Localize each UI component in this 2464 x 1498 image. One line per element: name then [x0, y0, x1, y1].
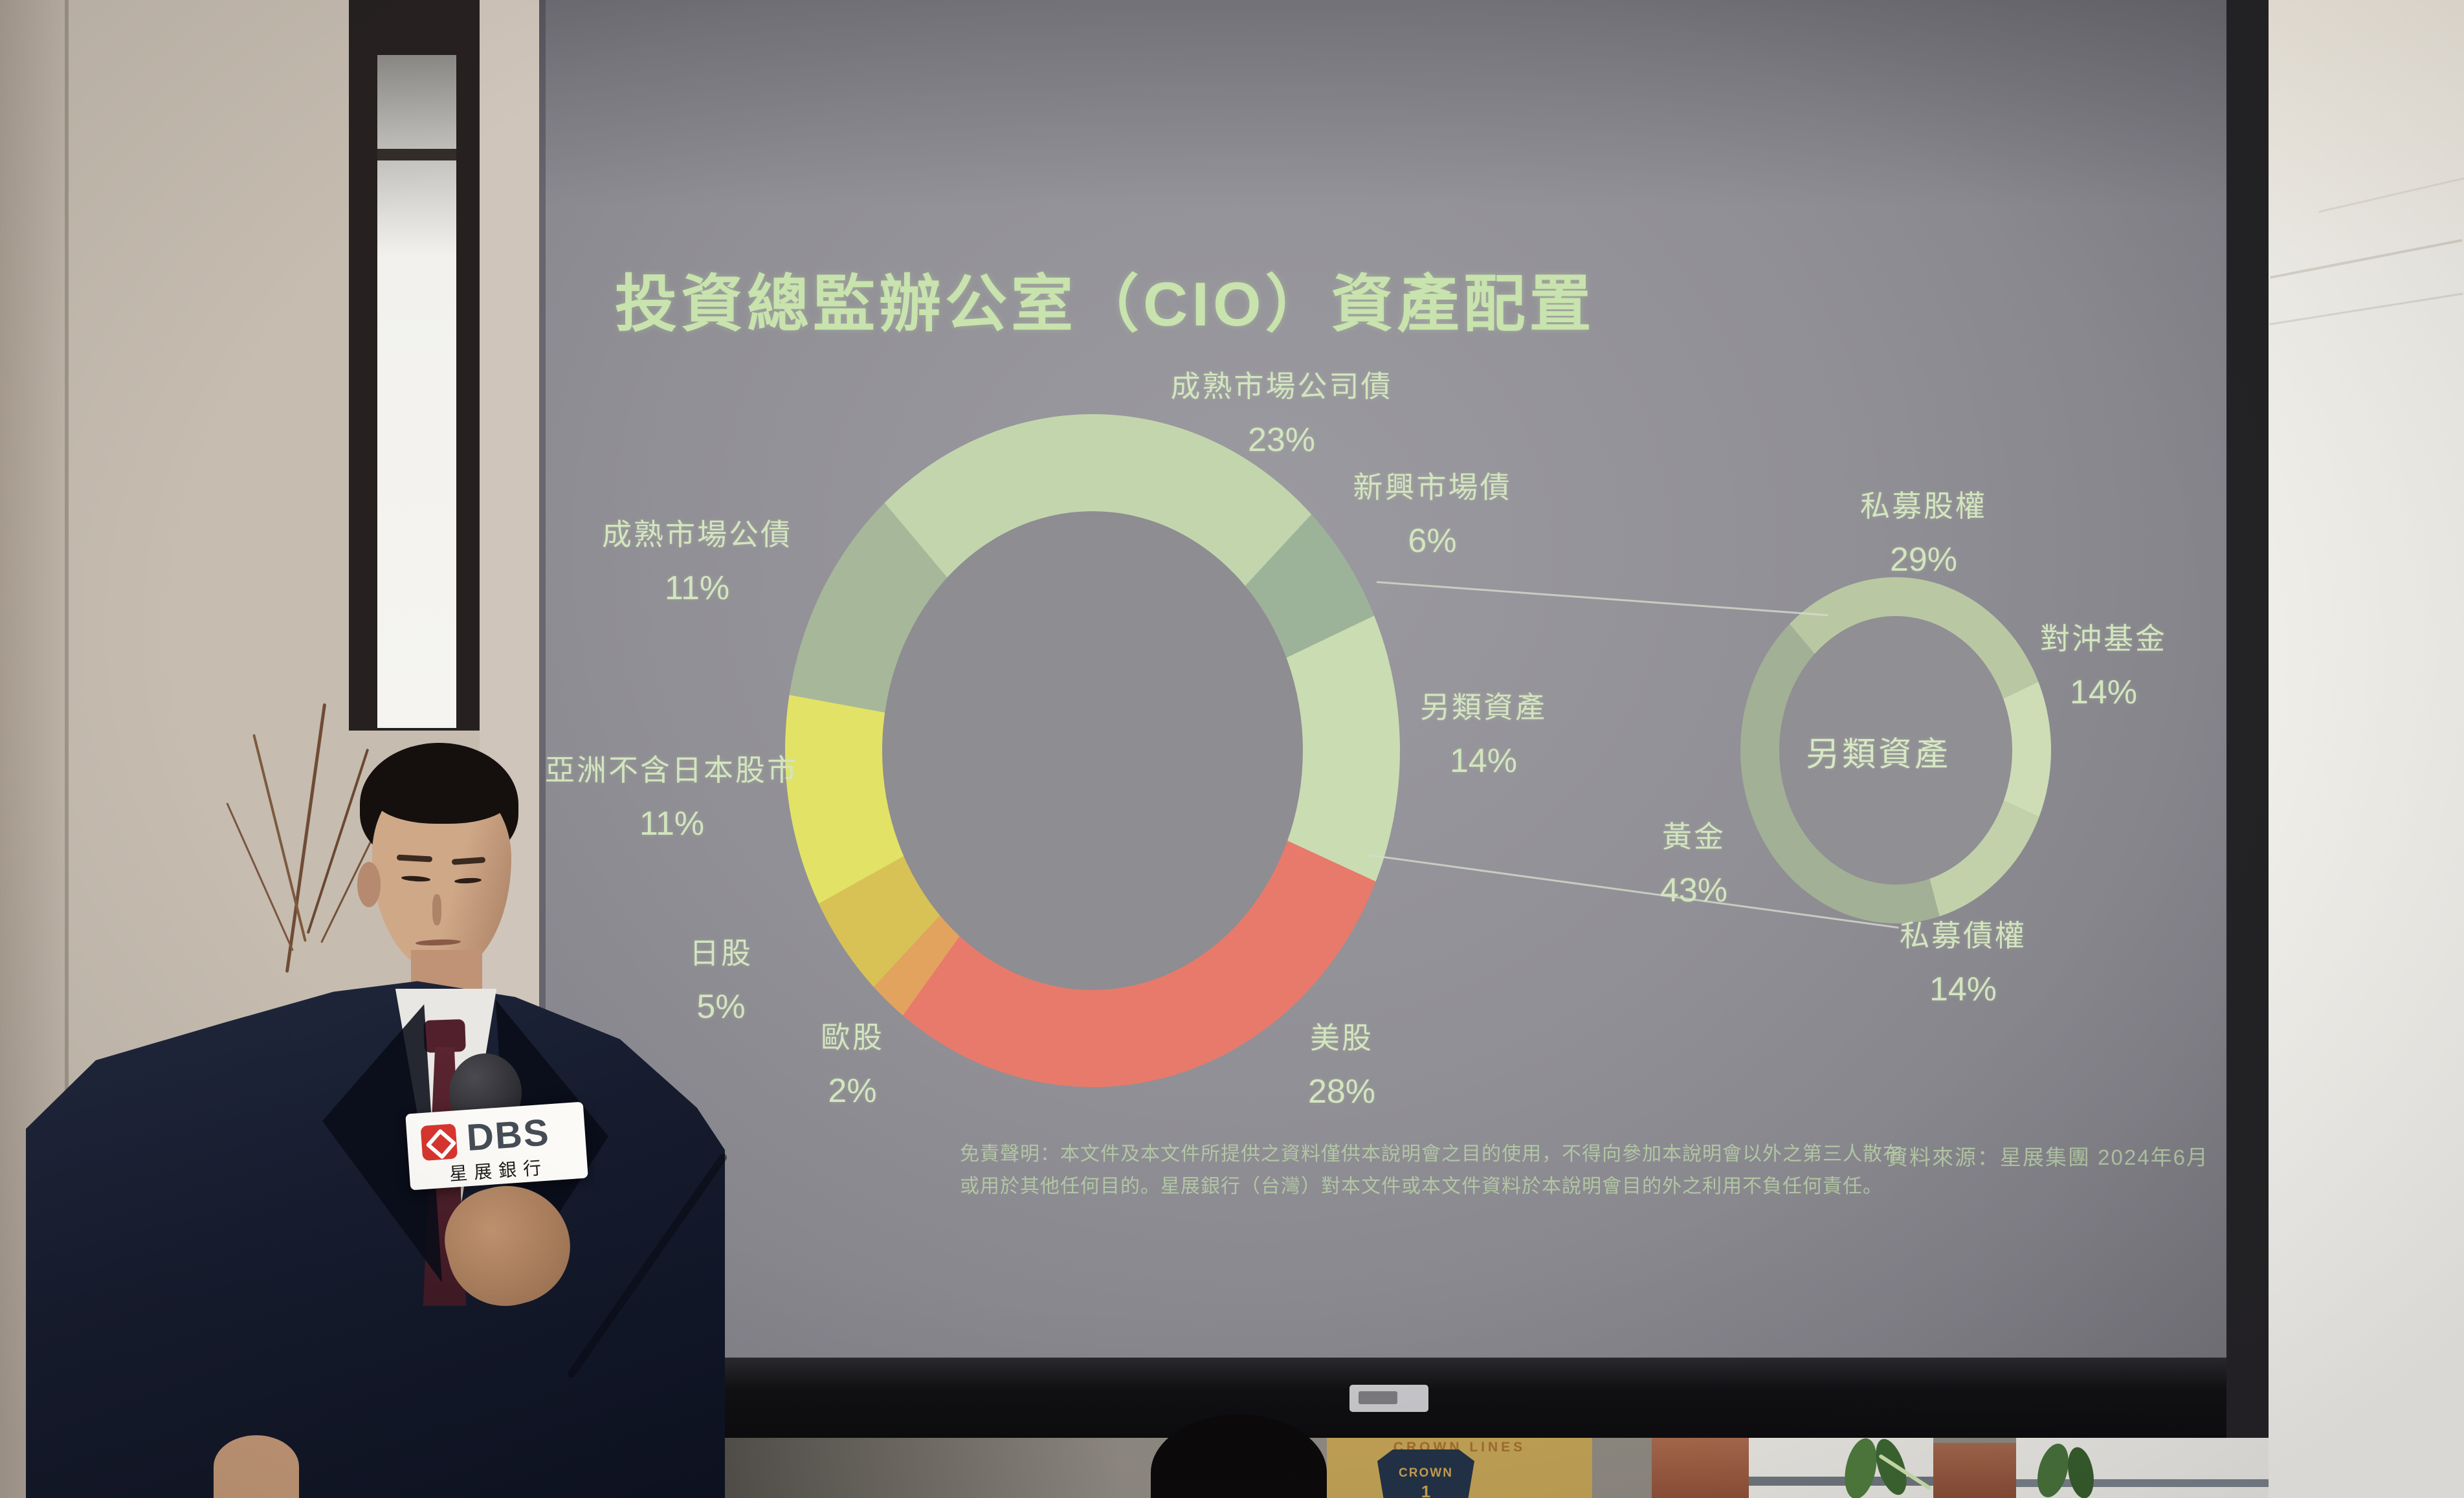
label-private-equity: 私募股權 29%	[1860, 491, 1987, 577]
dbs-brand-text: DBS	[465, 1111, 551, 1160]
screen-right-edge	[2226, 0, 2269, 1438]
trophy-band-text: CROWN	[1399, 1466, 1453, 1480]
terracotta-pot	[1933, 1443, 2016, 1498]
trophy-shape: CROWN 1	[1377, 1449, 1474, 1498]
segment-name: 黃金	[1661, 820, 1726, 854]
bezel-label-chip	[1349, 1385, 1428, 1412]
alternatives-center-label: 另類資產	[1805, 736, 1951, 774]
presenter-hairline	[372, 762, 513, 824]
segment-value: 6%	[1408, 522, 1457, 560]
segment-name: 成熟市場公債	[602, 518, 792, 551]
source-note: 資料來源：星展集團 2024年6月	[1887, 1145, 2209, 1169]
trophy-rank: 1	[1421, 1482, 1431, 1498]
terracotta-pot	[1652, 1438, 1749, 1498]
label-dm-gov-bonds: 成熟市場公債 11%	[602, 520, 792, 605]
slide-title: 投資總監辦公室（CIO）資產配置	[615, 270, 1595, 339]
mic-flag: DBS 星展銀行	[405, 1101, 588, 1191]
label-em-bonds: 新興市場債 6%	[1353, 472, 1512, 558]
dbs-logo-icon	[420, 1123, 458, 1162]
segment-value: 14%	[1929, 971, 1997, 1008]
segment-value: 11%	[639, 805, 705, 843]
segment-value: 5%	[696, 988, 746, 1026]
alternatives-donut	[1740, 577, 2051, 923]
label-private-debt: 私募債權 14%	[1900, 921, 2026, 1006]
segment-value: 23%	[1247, 421, 1316, 459]
window-below-screen	[1749, 1438, 1933, 1498]
segment-name: 另類資產	[1420, 690, 1547, 724]
screen-top-shade	[539, 0, 2226, 207]
screen-left-seam	[539, 0, 546, 1438]
label-eu-equities: 歐股 2%	[821, 1022, 884, 1108]
label-jp-equities: 日股 5%	[689, 938, 753, 1024]
label-asia-ex-japan: 亞洲不含日本股市 11%	[545, 755, 799, 841]
bezel-label-mark	[1359, 1391, 1397, 1404]
presenter-hand-lower	[214, 1435, 299, 1498]
disclaimer-line2: 或用於其他任何目的。星展銀行（台灣）對本文件或本文件資料於本說明會目的外之利用不…	[960, 1176, 1883, 1197]
segment-name: 日股	[689, 936, 753, 970]
left-wall-corner-line	[65, 0, 69, 1498]
disclaimer-line1: 免責聲明：本文件及本文件所提供之資料僅供本說明會之目的使用，不得向參加本說明會以…	[960, 1143, 1903, 1165]
segment-value: 11%	[664, 569, 730, 607]
label-dm-corp-bonds: 成熟市場公司債 23%	[1171, 371, 1393, 457]
segment-value: 14%	[2069, 674, 2138, 711]
segment-value: 14%	[1449, 742, 1518, 780]
segment-value: 29%	[1889, 541, 1958, 578]
dbs-logo-diamond-icon	[425, 1129, 457, 1160]
segment-value: 2%	[828, 1072, 877, 1110]
donut-hole	[882, 511, 1303, 990]
presenter: DBS 星展銀行	[0, 0, 777, 1498]
segment-value: 28%	[1307, 1073, 1376, 1110]
label-hedge-funds: 對沖基金 14%	[2040, 624, 2167, 709]
segment-name: 成熟市場公司債	[1170, 369, 1393, 403]
segment-name: 歐股	[821, 1020, 884, 1054]
window-mullion	[377, 149, 456, 160]
right-bright-wall	[2269, 0, 2464, 1498]
crown-poster: CROWN LINES CROWN 1	[1327, 1438, 1592, 1498]
segment-name: 美股	[1309, 1021, 1373, 1055]
segment-value: 43%	[1659, 872, 1728, 909]
segment-name: 私募股權	[1860, 489, 1987, 523]
segment-name: 亞洲不含日本股市	[545, 753, 799, 787]
segment-name: 對沖基金	[2040, 622, 2167, 655]
label-us-equities: 美股 28%	[1308, 1023, 1375, 1108]
label-gold: 黃金 43%	[1660, 822, 1727, 907]
presenter-ear	[357, 862, 381, 907]
asset-allocation-donut	[785, 414, 1400, 1087]
presenter-suit	[26, 981, 725, 1498]
donut-hole	[1779, 616, 2012, 885]
label-alternatives: 另類資產 14%	[1420, 692, 1547, 778]
segment-name: 新興市場債	[1353, 470, 1512, 504]
segment-name: 私募債權	[1900, 919, 2026, 953]
window-pane	[377, 55, 456, 728]
presenter-nose-shadow	[432, 894, 441, 925]
